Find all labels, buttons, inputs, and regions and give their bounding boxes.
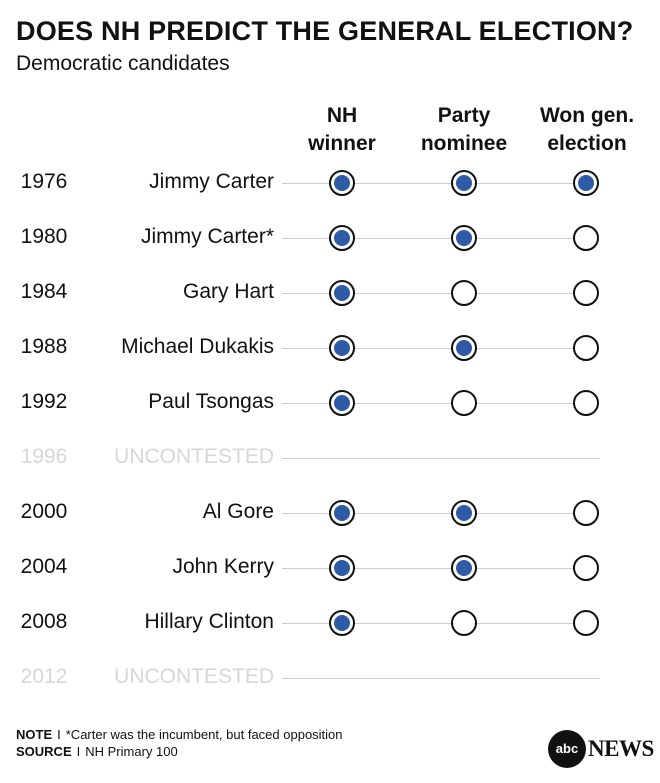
row-guide-line <box>282 348 586 349</box>
column-header-line: Party <box>437 104 491 127</box>
empty-circle-mark <box>451 280 477 306</box>
row-year: 2012 <box>20 665 68 688</box>
row-guide-line <box>282 458 600 459</box>
empty-circle-mark <box>573 500 599 526</box>
row-year: 1992 <box>20 390 68 413</box>
column-header-line: nominee <box>420 132 508 155</box>
source-text: NH Primary 100 <box>85 744 178 759</box>
row-guide-line <box>282 568 586 569</box>
filled-circle-mark <box>451 170 477 196</box>
source-label: SOURCE <box>16 744 72 759</box>
row-guide-line <box>282 183 586 184</box>
filled-circle-mark <box>329 390 355 416</box>
source-separator: I <box>76 744 81 759</box>
chart-subtitle: Democratic candidates <box>16 52 230 75</box>
column-header-won-general: Won gen. election <box>517 102 657 158</box>
row-candidate: Jimmy Carter <box>149 170 274 193</box>
row-guide-line <box>282 403 586 404</box>
row-candidate: Al Gore <box>202 500 274 523</box>
filled-circle-mark <box>451 555 477 581</box>
row-candidate: John Kerry <box>172 555 274 578</box>
filled-circle-mark <box>329 225 355 251</box>
note-text: *Carter was the incumbent, but faced opp… <box>65 727 343 742</box>
column-header-nh-winner: NH winner <box>272 102 412 158</box>
row-candidate: Paul Tsongas <box>148 390 274 413</box>
column-header-line: NH <box>326 104 358 127</box>
logo-news-text: NEWS <box>588 736 654 761</box>
chart-title: DOES NH PREDICT THE GENERAL ELECTION? <box>16 16 634 46</box>
row-candidate: UNCONTESTED <box>114 665 274 688</box>
abc-news-logo: abc NEWS <box>548 730 654 768</box>
filled-circle-mark <box>451 500 477 526</box>
filled-circle-mark <box>329 280 355 306</box>
row-candidate: Gary Hart <box>182 280 274 303</box>
column-header-party-nominee: Party nominee <box>394 102 534 158</box>
empty-circle-mark <box>573 225 599 251</box>
row-year: 1996 <box>20 445 68 468</box>
row-candidate: Michael Dukakis <box>121 335 274 358</box>
filled-circle-mark <box>329 500 355 526</box>
row-guide-line <box>282 293 586 294</box>
row-candidate: Jimmy Carter* <box>140 225 274 248</box>
row-year: 1984 <box>20 280 68 303</box>
row-candidate: Hillary Clinton <box>144 610 274 633</box>
row-year: 2008 <box>20 610 68 633</box>
empty-circle-mark <box>573 335 599 361</box>
abc-logo-mark: abc <box>548 730 586 768</box>
filled-circle-mark <box>573 170 599 196</box>
row-year: 1976 <box>20 170 68 193</box>
empty-circle-mark <box>451 390 477 416</box>
row-year: 2000 <box>20 500 68 523</box>
filled-circle-mark <box>451 335 477 361</box>
filled-circle-mark <box>329 170 355 196</box>
note-label: NOTE <box>16 727 53 742</box>
row-guide-line <box>282 678 600 679</box>
row-guide-line <box>282 623 586 624</box>
empty-circle-mark <box>573 280 599 306</box>
filled-circle-mark <box>329 335 355 361</box>
empty-circle-mark <box>573 555 599 581</box>
column-header-line: Won gen. <box>539 104 635 127</box>
note-separator: I <box>57 727 61 742</box>
row-year: 1980 <box>20 225 68 248</box>
footer-note: NOTE I *Carter was the incumbent, but face… <box>16 727 343 742</box>
row-year: 2004 <box>20 555 68 578</box>
empty-circle-mark <box>573 390 599 416</box>
filled-circle-mark <box>329 610 355 636</box>
empty-circle-mark <box>451 610 477 636</box>
filled-circle-mark <box>451 225 477 251</box>
empty-circle-mark <box>573 610 599 636</box>
row-guide-line <box>282 238 586 239</box>
column-header-line: election <box>547 132 627 155</box>
row-year: 1988 <box>20 335 68 358</box>
row-guide-line <box>282 513 586 514</box>
column-header-line: winner <box>308 132 376 155</box>
row-candidate: UNCONTESTED <box>114 445 274 468</box>
footer-source: SOURCE I NH Primary 100 <box>16 744 178 759</box>
filled-circle-mark <box>329 555 355 581</box>
